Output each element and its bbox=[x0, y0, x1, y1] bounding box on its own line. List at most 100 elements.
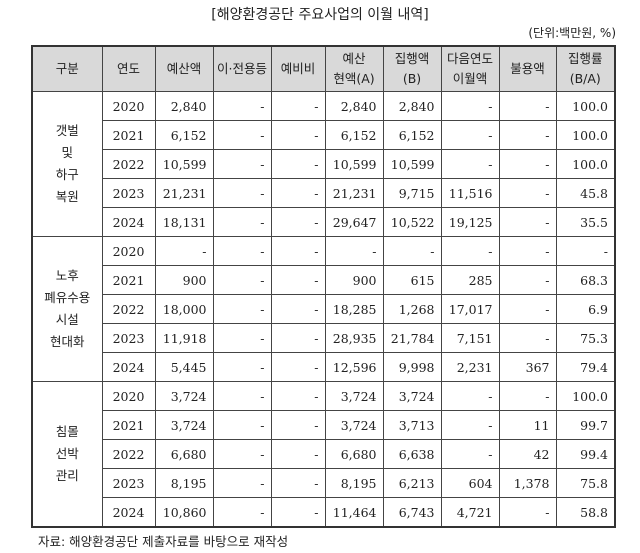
value-cell: - bbox=[270, 91, 326, 121]
value-cell: - bbox=[212, 207, 272, 237]
value-cell: - bbox=[555, 236, 616, 266]
value-cell: 21,231 bbox=[324, 178, 384, 208]
value-cell: 11 bbox=[498, 410, 557, 440]
value-cell: 18,000 bbox=[154, 294, 214, 324]
column-header: 예산 현액(A) bbox=[324, 45, 384, 92]
column-header: 연도 bbox=[101, 45, 156, 92]
year-cell: 2022 bbox=[101, 149, 156, 179]
value-cell: 45.8 bbox=[555, 178, 616, 208]
value-cell: 6,152 bbox=[382, 120, 442, 150]
value-cell: - bbox=[212, 497, 272, 528]
value-cell: - bbox=[270, 294, 326, 324]
value-cell: 21,784 bbox=[382, 323, 442, 353]
value-cell: 1,268 bbox=[382, 294, 442, 324]
table-row: 2023 11,918- -28,935 21,784 7,151-75.3 bbox=[32, 323, 616, 353]
value-cell: 100.0 bbox=[555, 120, 616, 150]
value-cell: - bbox=[498, 149, 557, 179]
value-cell: - bbox=[324, 236, 384, 266]
value-cell: - bbox=[498, 207, 557, 237]
value-cell: - bbox=[212, 323, 272, 353]
value-cell: - bbox=[270, 352, 326, 382]
value-cell: - bbox=[382, 236, 442, 266]
year-cell: 2024 bbox=[101, 352, 156, 382]
value-cell: 3,724 bbox=[324, 410, 384, 440]
value-cell: - bbox=[212, 236, 272, 266]
value-cell: 7,151 bbox=[440, 323, 500, 353]
value-cell: - bbox=[270, 410, 326, 440]
value-cell: - bbox=[498, 294, 557, 324]
column-header: 구분 bbox=[31, 45, 103, 92]
year-cell: 2020 bbox=[101, 91, 156, 121]
value-cell: - bbox=[212, 410, 272, 440]
value-cell: 4,721 bbox=[440, 497, 500, 528]
table-row: 2024 10,860- -11,464 6,743 4,721-58.8 bbox=[32, 497, 616, 528]
table-row: 침몰 선박 관리 2020 3,724- -3,724 3,724- -100.0 bbox=[31, 381, 616, 528]
value-cell: - bbox=[270, 497, 326, 528]
table-row: 2021 900- -900 615 285-68.3 bbox=[32, 265, 616, 295]
table-row: 2022 10,599- -10,599 10,599- -100.0 bbox=[32, 149, 616, 179]
value-cell: - bbox=[212, 149, 272, 179]
value-cell: - bbox=[270, 120, 326, 150]
header-row: 구분 연도 예산액 이·전용등 예비비 예산 현액(A) 집행액 (B) 다음연도 이월액 불용… bbox=[31, 45, 616, 92]
value-cell: 6,743 bbox=[382, 497, 442, 528]
value-cell: - bbox=[270, 439, 326, 469]
value-cell: 9,715 bbox=[382, 178, 442, 208]
value-cell: 11,516 bbox=[440, 178, 500, 208]
value-cell: 19,125 bbox=[440, 207, 500, 237]
value-cell: - bbox=[498, 178, 557, 208]
value-cell: - bbox=[440, 236, 500, 266]
value-cell: - bbox=[212, 352, 272, 382]
value-cell: - bbox=[440, 439, 500, 469]
table-row: 갯벌 및 하구 복원 2020 2,840- -2,840 2,840- -100.0 bbox=[31, 91, 616, 237]
value-cell: - bbox=[498, 120, 557, 150]
value-cell: 6,680 bbox=[154, 439, 214, 469]
value-cell: 6,152 bbox=[324, 120, 384, 150]
column-header: 집행액 (B) bbox=[382, 45, 442, 92]
value-cell: 3,724 bbox=[154, 381, 214, 411]
table-row: 2024 18,131- -29,647 10,522 19,125-35.5 bbox=[32, 207, 616, 237]
value-cell: - bbox=[212, 91, 272, 121]
value-cell: 10,522 bbox=[382, 207, 442, 237]
value-cell: 900 bbox=[324, 265, 384, 295]
year-cell: 2023 bbox=[101, 323, 156, 353]
category-cell: 갯벌 및 하구 복원 bbox=[31, 91, 103, 237]
value-cell: 10,599 bbox=[382, 149, 442, 179]
value-cell: 42 bbox=[498, 439, 557, 469]
value-cell: 367 bbox=[498, 352, 557, 382]
value-cell: 29,647 bbox=[324, 207, 384, 237]
column-header: 예산액 bbox=[154, 45, 214, 92]
value-cell: 615 bbox=[382, 265, 442, 295]
value-cell: 28,935 bbox=[324, 323, 384, 353]
value-cell: 18,285 bbox=[324, 294, 384, 324]
year-cell: 2020 bbox=[101, 236, 156, 266]
value-cell: 100.0 bbox=[555, 91, 616, 121]
column-header: 다음연도 이월액 bbox=[440, 45, 500, 92]
table-row: 2021 3,724- -3,724 3,713-11 99.7 bbox=[32, 410, 616, 440]
year-cell: 2021 bbox=[101, 120, 156, 150]
year-cell: 2022 bbox=[101, 294, 156, 324]
unit-label: (단위:백만원, %) bbox=[528, 26, 616, 40]
value-cell: 2,840 bbox=[154, 91, 214, 121]
value-cell: 285 bbox=[440, 265, 500, 295]
value-cell: 1,378 bbox=[498, 468, 557, 498]
value-cell: - bbox=[270, 178, 326, 208]
value-cell: - bbox=[440, 149, 500, 179]
value-cell: 58.8 bbox=[555, 497, 616, 528]
value-cell: 900 bbox=[154, 265, 214, 295]
value-cell: - bbox=[212, 439, 272, 469]
value-cell: - bbox=[440, 381, 500, 411]
column-header: 이·전용등 bbox=[212, 45, 272, 92]
value-cell: 12,596 bbox=[324, 352, 384, 382]
value-cell: 3,724 bbox=[324, 381, 384, 411]
value-cell: - bbox=[440, 120, 500, 150]
value-cell: 35.5 bbox=[555, 207, 616, 237]
value-cell: - bbox=[270, 468, 326, 498]
value-cell: - bbox=[498, 497, 557, 528]
value-cell: - bbox=[270, 207, 326, 237]
value-cell: 604 bbox=[440, 468, 500, 498]
value-cell: 17,017 bbox=[440, 294, 500, 324]
year-cell: 2023 bbox=[101, 468, 156, 498]
value-cell: 99.4 bbox=[555, 439, 616, 469]
value-cell: - bbox=[498, 381, 557, 411]
value-cell: 6.9 bbox=[555, 294, 616, 324]
